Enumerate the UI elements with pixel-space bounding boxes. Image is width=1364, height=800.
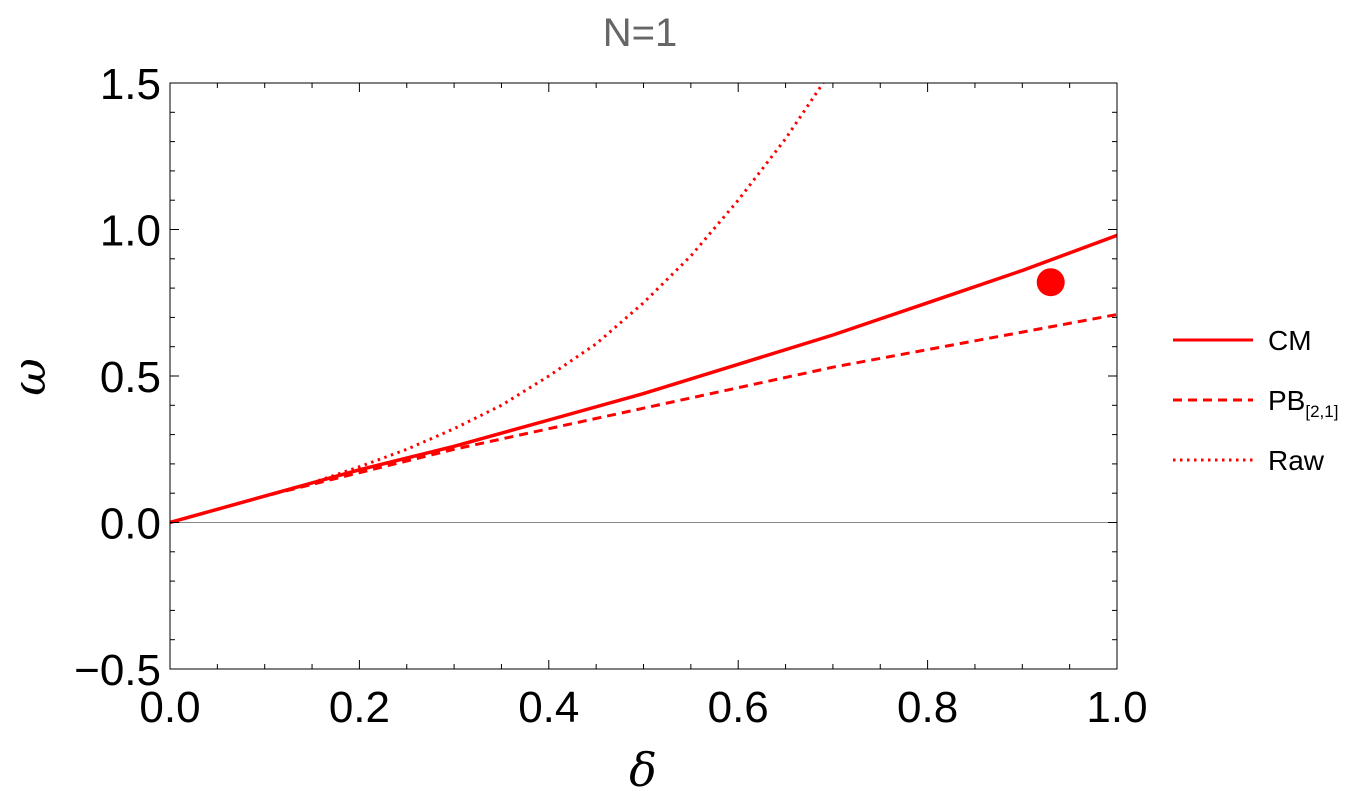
legend-label-raw: Raw xyxy=(1268,445,1325,476)
series-line-cm xyxy=(170,233,1117,525)
y-tick-labels: −0.5 0.0 0.5 1.0 1.5 xyxy=(74,60,161,695)
y-axis-title: ω xyxy=(2,358,56,396)
plot-frame xyxy=(169,82,1118,670)
legend: CM PB[2,1] Raw xyxy=(1173,325,1338,476)
ticks-layer xyxy=(169,82,1118,670)
y-tick-label: 1.5 xyxy=(100,60,161,109)
y-tick-label: 0.0 xyxy=(100,500,161,549)
y-tick-label: 0.5 xyxy=(100,353,161,402)
x-tick-labels: 0.0 0.2 0.4 0.6 0.8 1.0 xyxy=(139,683,1147,732)
legend-label-cm: CM xyxy=(1268,325,1312,356)
chart-title: N=1 xyxy=(603,11,678,55)
series-line-raw xyxy=(170,83,825,524)
series-layer xyxy=(170,83,1117,525)
y-tick-label: −0.5 xyxy=(74,646,161,695)
legend-label-pb: PB[2,1] xyxy=(1268,385,1338,421)
y-tick-label: 1.0 xyxy=(100,207,161,256)
x-tick-label: 0.0 xyxy=(139,683,200,732)
legend-label-subscript: [2,1] xyxy=(1305,402,1338,421)
x-tick-label: 0.8 xyxy=(897,683,958,732)
x-tick-label: 0.2 xyxy=(329,683,390,732)
x-tick-label: 1.0 xyxy=(1086,683,1147,732)
data-point-0 xyxy=(1036,268,1065,297)
x-axis-title: δ xyxy=(629,743,657,797)
x-tick-label: 0.6 xyxy=(708,683,769,732)
series-line-pb xyxy=(170,313,1117,524)
x-tick-label: 0.4 xyxy=(518,683,579,732)
